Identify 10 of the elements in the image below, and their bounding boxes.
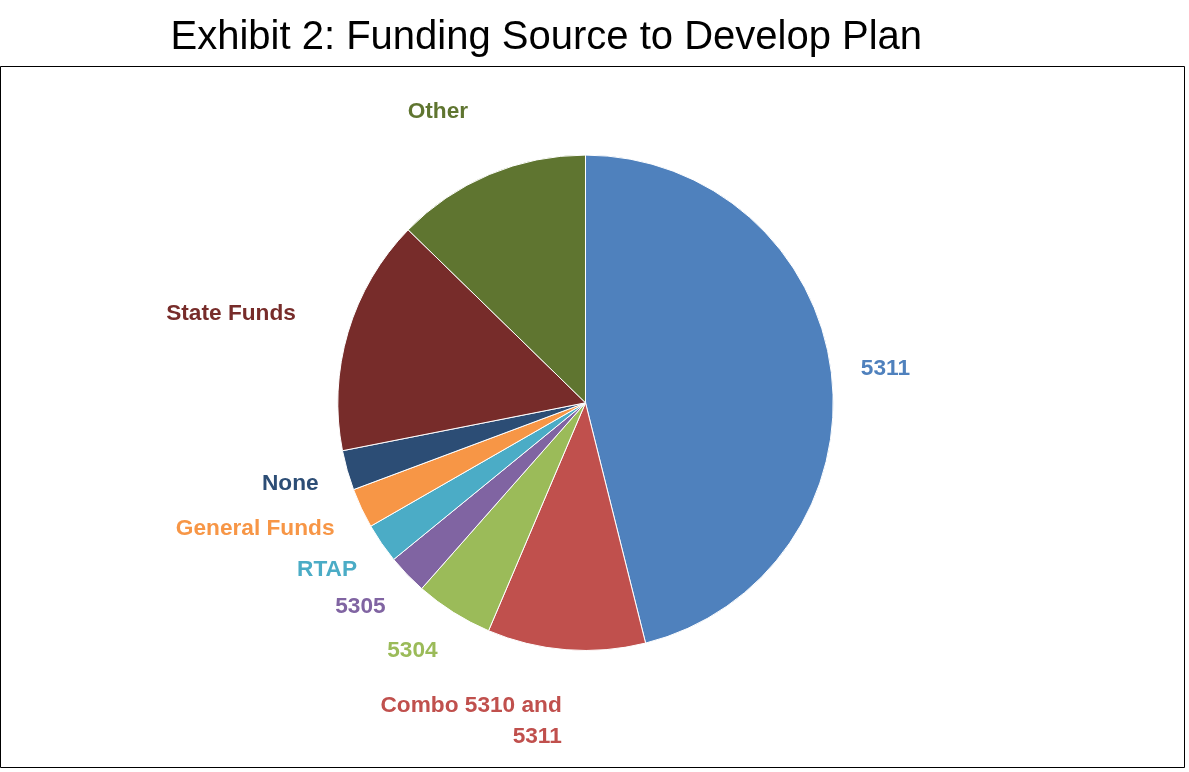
slice-label: RTAP xyxy=(297,555,358,582)
slice-label: None xyxy=(261,469,319,496)
slice-label: General Funds xyxy=(175,513,335,540)
slice-label: State Funds xyxy=(166,299,296,326)
slice-label: 5311 xyxy=(860,353,910,380)
chart-title: Exhibit 2: Funding Source to Develop Plan xyxy=(170,12,923,57)
slice-label: 5305 xyxy=(335,591,386,618)
slice-label: Other xyxy=(407,97,469,124)
slice-label: Combo 5310 and 5311 xyxy=(380,690,562,748)
slice-label: 5304 xyxy=(387,635,438,662)
